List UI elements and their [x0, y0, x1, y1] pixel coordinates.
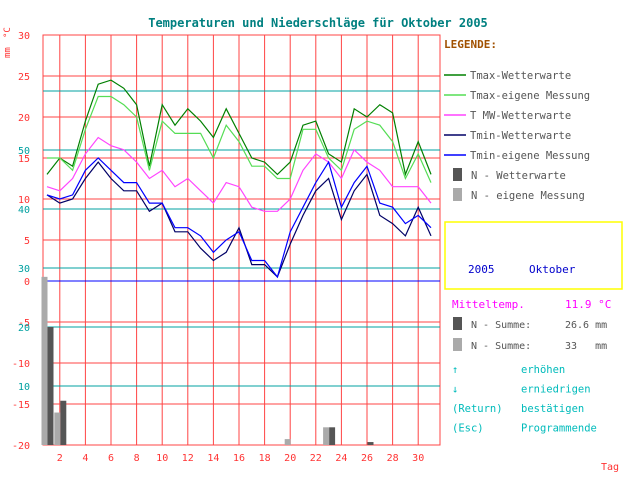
precip-bar [60, 400, 67, 445]
temp-tick-label: -15 [12, 400, 30, 411]
precip-bar [329, 427, 336, 445]
legend-swatch [453, 188, 462, 201]
legend-label: Tmax-Wetterwarte [470, 70, 571, 82]
date-selector-box[interactable] [444, 221, 623, 290]
temp-lines [46, 79, 432, 279]
series-line [47, 95, 432, 183]
legend-label: Tmax-eigene Messung [470, 90, 590, 102]
series-line [46, 161, 432, 278]
temp-unit-label: °C [3, 27, 13, 38]
key-name: ↓ [452, 384, 458, 396]
month-value[interactable]: Oktober [529, 263, 576, 276]
legend-label: Tmin-eigene Messung [470, 150, 590, 162]
key-action: bestätigen [521, 403, 584, 415]
precip-tick-label: 30 [18, 264, 30, 275]
legend-title: LEGENDE: [444, 38, 497, 51]
precip-bar [47, 327, 54, 445]
x-tick-label: 18 [259, 453, 271, 464]
precip-bar [41, 276, 48, 445]
precip-bar [284, 439, 291, 445]
x-tick-label: 28 [387, 453, 399, 464]
legend-label: Tmin-Wetterwarte [470, 130, 571, 142]
year-value[interactable]: 2005 [468, 263, 495, 276]
precip-bar [54, 412, 61, 445]
x-tick-label: 12 [182, 453, 194, 464]
key-name: (Esc) [452, 423, 484, 435]
temp-tick-label: -20 [12, 441, 30, 452]
legend-label: N - eigene Messung [471, 190, 585, 202]
x-tick-label: 4 [82, 453, 88, 464]
precip-bar [323, 427, 330, 445]
series-line [46, 157, 432, 279]
legend-swatch [453, 168, 462, 181]
x-tick-label: 16 [233, 453, 245, 464]
key-help: ↑ erhöhen ↓ erniedrigen (Return) bestätigen (E… [452, 364, 597, 435]
temp-tick-label: -5 [18, 318, 30, 329]
legend-label: N - Wetterwarte [471, 170, 566, 182]
key-action: erhöhen [521, 364, 565, 376]
series-line [46, 136, 432, 212]
key-action: Programmende [521, 423, 597, 435]
legend-label: T MW-Wetterwarte [470, 110, 571, 122]
temp-tick-label: 30 [18, 31, 30, 42]
temp-tick-label: 0 [24, 277, 30, 288]
mean-temp-value: 11.9 °C [565, 298, 611, 311]
temp-tick-label: 10 [18, 195, 30, 206]
mean-temp-label: Mitteltemp. [452, 298, 525, 311]
precip-unit-label: mm [3, 47, 13, 58]
x-tick-label: 30 [412, 453, 424, 464]
x-tick-label: 26 [361, 453, 373, 464]
precip-tick-label: 40 [18, 205, 30, 216]
plot-grid [42, 34, 441, 446]
temp-tick-label: -10 [12, 359, 30, 370]
temp-tick-label: 5 [24, 236, 30, 247]
chart-title: Temperaturen und Niederschläge für Oktob… [148, 16, 488, 30]
precip-sum1-value: 26.6 mm [565, 320, 607, 331]
legend: Tmax-Wetterwarte Tmax-eigene Messung T MW-… [444, 70, 590, 202]
precip-sum2-label: N - Summe: [471, 341, 531, 352]
precip-tick-label: 50 [18, 146, 30, 157]
x-axis-ticks: 2 4 6 8 10 12 14 16 18 20 22 24 26 28 30 [57, 453, 424, 464]
precip-sum2-value: 33 mm [565, 341, 607, 352]
precip-sum2-swatch [453, 338, 462, 351]
x-tick-label: 6 [108, 453, 114, 464]
x-tick-label: 8 [134, 453, 140, 464]
key-name: ↑ [452, 364, 458, 376]
temp-tick-label: 25 [18, 72, 30, 83]
x-tick-label: 24 [335, 453, 347, 464]
x-axis-label: Tag [601, 462, 619, 473]
precip-tick-label: 20 [18, 323, 30, 334]
key-name: (Return) [452, 403, 503, 415]
precip-tick-label: 10 [18, 382, 30, 393]
precip-sum1-swatch [453, 317, 462, 330]
series-line [46, 79, 432, 177]
x-tick-label: 2 [57, 453, 63, 464]
temp-tick-label: 20 [18, 113, 30, 124]
x-tick-label: 14 [207, 453, 219, 464]
x-tick-label: 10 [156, 453, 168, 464]
key-action: erniedrigen [521, 384, 591, 396]
temp-tick-label: 15 [18, 154, 30, 165]
precip-bars [41, 276, 374, 445]
x-tick-label: 22 [310, 453, 322, 464]
precip-sum1-label: N - Summe: [471, 320, 531, 331]
x-tick-label: 20 [284, 453, 296, 464]
precip-bar [367, 442, 374, 445]
